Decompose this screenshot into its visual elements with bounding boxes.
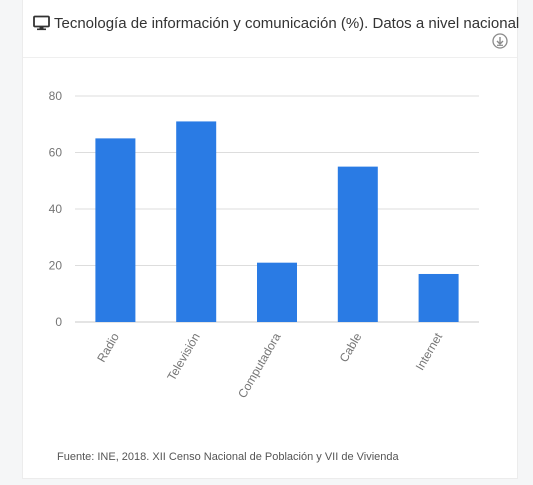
bar-radio[interactable] bbox=[95, 138, 136, 322]
y-tick-label: 20 bbox=[49, 259, 63, 273]
x-tick-label: Televisión bbox=[164, 331, 202, 384]
y-tick-label: 40 bbox=[49, 202, 63, 216]
x-tick-label: Cable bbox=[337, 330, 365, 364]
header-divider bbox=[23, 57, 517, 58]
chart-header: Tecnología de información y comunicación… bbox=[33, 10, 519, 36]
bar-chart: 0 20 40 60 80 Radio Televisión Computadora Cable… bbox=[49, 89, 479, 400]
bar-cable[interactable] bbox=[337, 166, 378, 322]
chart-card: Tecnología de información y comunicación… bbox=[22, 0, 519, 479]
y-tick-label: 0 bbox=[55, 315, 62, 329]
x-tick-label: Computadora bbox=[235, 330, 284, 400]
bar-computadora[interactable] bbox=[257, 262, 297, 322]
x-tick-label: Radio bbox=[94, 330, 122, 364]
bar-internet[interactable] bbox=[418, 273, 459, 322]
monitor-icon bbox=[33, 15, 50, 31]
y-tick-label: 60 bbox=[49, 146, 63, 160]
bar-televisión[interactable] bbox=[176, 121, 217, 322]
x-tick-label: Internet bbox=[413, 330, 446, 373]
chart-title: Tecnología de información y comunicación… bbox=[54, 14, 520, 32]
download-circle-icon[interactable] bbox=[492, 33, 508, 49]
y-tick-label: 80 bbox=[49, 89, 63, 103]
source-note: Fuente: INE, 2018. XII Censo Nacional de… bbox=[57, 451, 399, 463]
